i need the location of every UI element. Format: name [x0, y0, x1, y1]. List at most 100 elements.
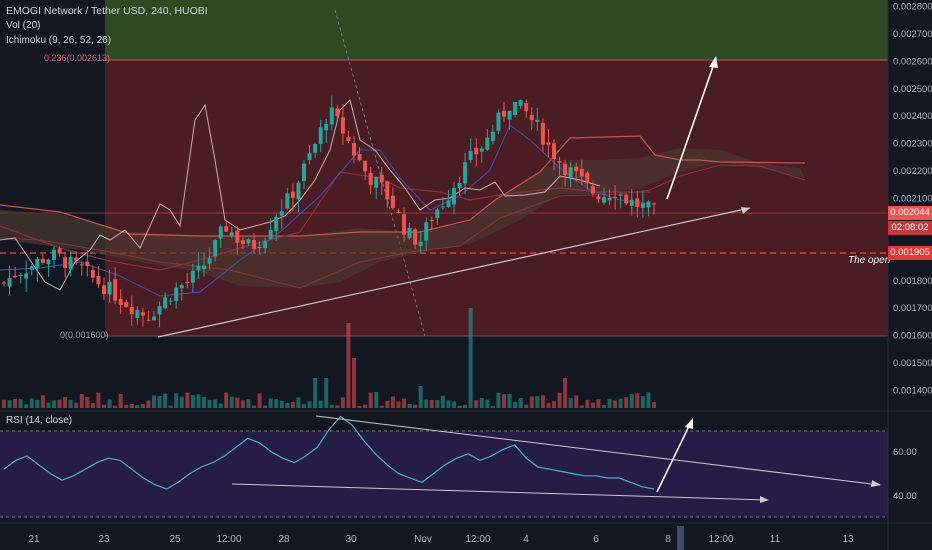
candle-body	[390, 195, 395, 208]
tenkan-line	[0, 124, 651, 297]
volume-bar	[313, 378, 318, 408]
candle-body	[479, 148, 484, 152]
candle-body	[468, 151, 473, 160]
rsi-pane: 60.00 40.00	[3, 415, 917, 502]
candle-body	[496, 112, 501, 131]
volume-legend[interactable]: Vol (20)	[6, 20, 41, 31]
volume-bar	[607, 398, 612, 408]
candle-body	[590, 186, 595, 194]
candle-body	[163, 297, 168, 309]
volume-bar	[335, 405, 340, 408]
candle-body	[340, 117, 345, 134]
candle-body	[57, 248, 62, 254]
rsi-legend[interactable]: RSI (14, close)	[6, 415, 73, 426]
volume-bar	[407, 403, 412, 408]
candle-body	[213, 239, 218, 257]
volume-bar	[18, 399, 23, 408]
ichimoku-span-a	[0, 135, 806, 237]
volume-bar	[435, 400, 440, 408]
candle-body	[18, 274, 23, 276]
candle-body	[357, 154, 362, 161]
candle-body	[613, 196, 618, 198]
candle-body	[235, 230, 240, 243]
volume-bar	[185, 392, 190, 408]
rsi-band	[0, 431, 888, 517]
candle-body	[518, 99, 523, 107]
candle-body	[68, 257, 73, 270]
candle-body	[202, 265, 206, 270]
candle-body	[379, 174, 384, 183]
price-tick-label: 0.002700	[893, 29, 932, 40]
ichimoku-legend[interactable]: Ichimoku (9, 26, 52, 26)	[6, 35, 112, 46]
candle-body	[224, 226, 229, 232]
volume-bar	[35, 399, 40, 408]
candle-body	[85, 261, 90, 267]
candle-body	[435, 209, 440, 219]
candle-body	[290, 191, 295, 198]
fib-top-label: 0.236(0.002613)	[44, 53, 111, 63]
volume-bar	[563, 378, 568, 408]
volume-bar	[496, 392, 501, 408]
volume-bar	[446, 400, 451, 408]
price-tick-label: 0.001700	[893, 303, 932, 314]
candle-body	[329, 107, 334, 125]
candle-body	[513, 102, 518, 115]
candle-body	[140, 312, 145, 316]
candle-body	[602, 197, 606, 203]
candle-body	[135, 309, 140, 318]
candle-body	[374, 176, 379, 188]
candle-body	[296, 182, 301, 200]
candle-body	[157, 306, 162, 315]
candle-body	[579, 169, 584, 177]
candle-body	[635, 198, 640, 208]
candle-body	[229, 232, 234, 236]
volume-bar	[118, 393, 123, 408]
candle-body	[485, 137, 490, 150]
volume-bar	[474, 400, 479, 408]
volume-bar	[340, 397, 345, 408]
candle-body	[196, 265, 201, 271]
volume-bar	[202, 396, 206, 408]
candle-body	[429, 220, 434, 222]
time-tick-label: 28	[278, 534, 290, 545]
volume-bar	[602, 405, 606, 408]
candle-body	[40, 258, 45, 263]
candle-body	[652, 203, 656, 205]
rsi-breakout-arrowhead	[685, 418, 693, 429]
volume-bar	[163, 393, 168, 408]
candle-body	[402, 214, 406, 235]
candle-body	[540, 122, 545, 145]
volume-bar	[574, 395, 579, 408]
fib-guide-line	[334, 9, 426, 337]
time-tick-label: 30	[345, 534, 357, 545]
candle-body	[63, 257, 68, 269]
volume-bar	[424, 399, 429, 408]
candle-body	[52, 249, 56, 260]
volume-bar	[352, 358, 356, 408]
candle-body	[440, 206, 445, 208]
volume-bar	[146, 400, 151, 408]
volume-bar	[96, 392, 101, 408]
target-arrowhead	[709, 56, 718, 68]
volume-bar	[129, 403, 134, 408]
candle-body	[502, 110, 506, 117]
volume-bar	[585, 399, 590, 408]
candle-body	[207, 258, 212, 264]
candle-body	[407, 227, 412, 239]
volume-bar	[235, 397, 240, 408]
volume-bar	[268, 398, 273, 408]
volume-bars	[2, 308, 656, 408]
volume-bar	[207, 399, 212, 408]
open-annotation: The open	[848, 255, 891, 266]
time-tick-label: 21	[28, 534, 40, 545]
volume-bar	[318, 400, 323, 408]
candle-body	[346, 137, 351, 142]
volume-bar	[624, 397, 629, 408]
volume-bar	[652, 402, 656, 408]
time-tick-label: 12:00	[708, 534, 733, 545]
volume-bar	[302, 404, 306, 408]
candle-body	[413, 229, 418, 245]
candle-body	[368, 172, 373, 186]
volume-bar	[529, 396, 534, 408]
